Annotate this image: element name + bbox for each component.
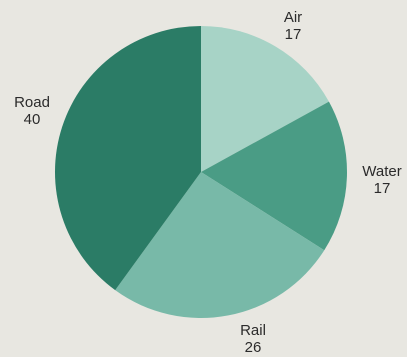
pie-slice-road bbox=[54, 25, 201, 291]
pie-slice-water bbox=[201, 101, 347, 251]
pie-slice-air bbox=[201, 26, 329, 172]
pie-value-rail: 26 bbox=[245, 339, 262, 356]
pie-slice-rail bbox=[115, 172, 325, 319]
pie-label-rail: Rail bbox=[240, 322, 266, 339]
pie-value-water: 17 bbox=[374, 180, 391, 197]
pie-label-road: Road bbox=[14, 94, 50, 111]
pie-value-road: 40 bbox=[24, 111, 41, 128]
pie-label-air: Air bbox=[284, 9, 302, 26]
pie-label-water: Water bbox=[362, 163, 401, 180]
pie-value-air: 17 bbox=[285, 26, 302, 43]
pie-slices bbox=[54, 25, 347, 319]
